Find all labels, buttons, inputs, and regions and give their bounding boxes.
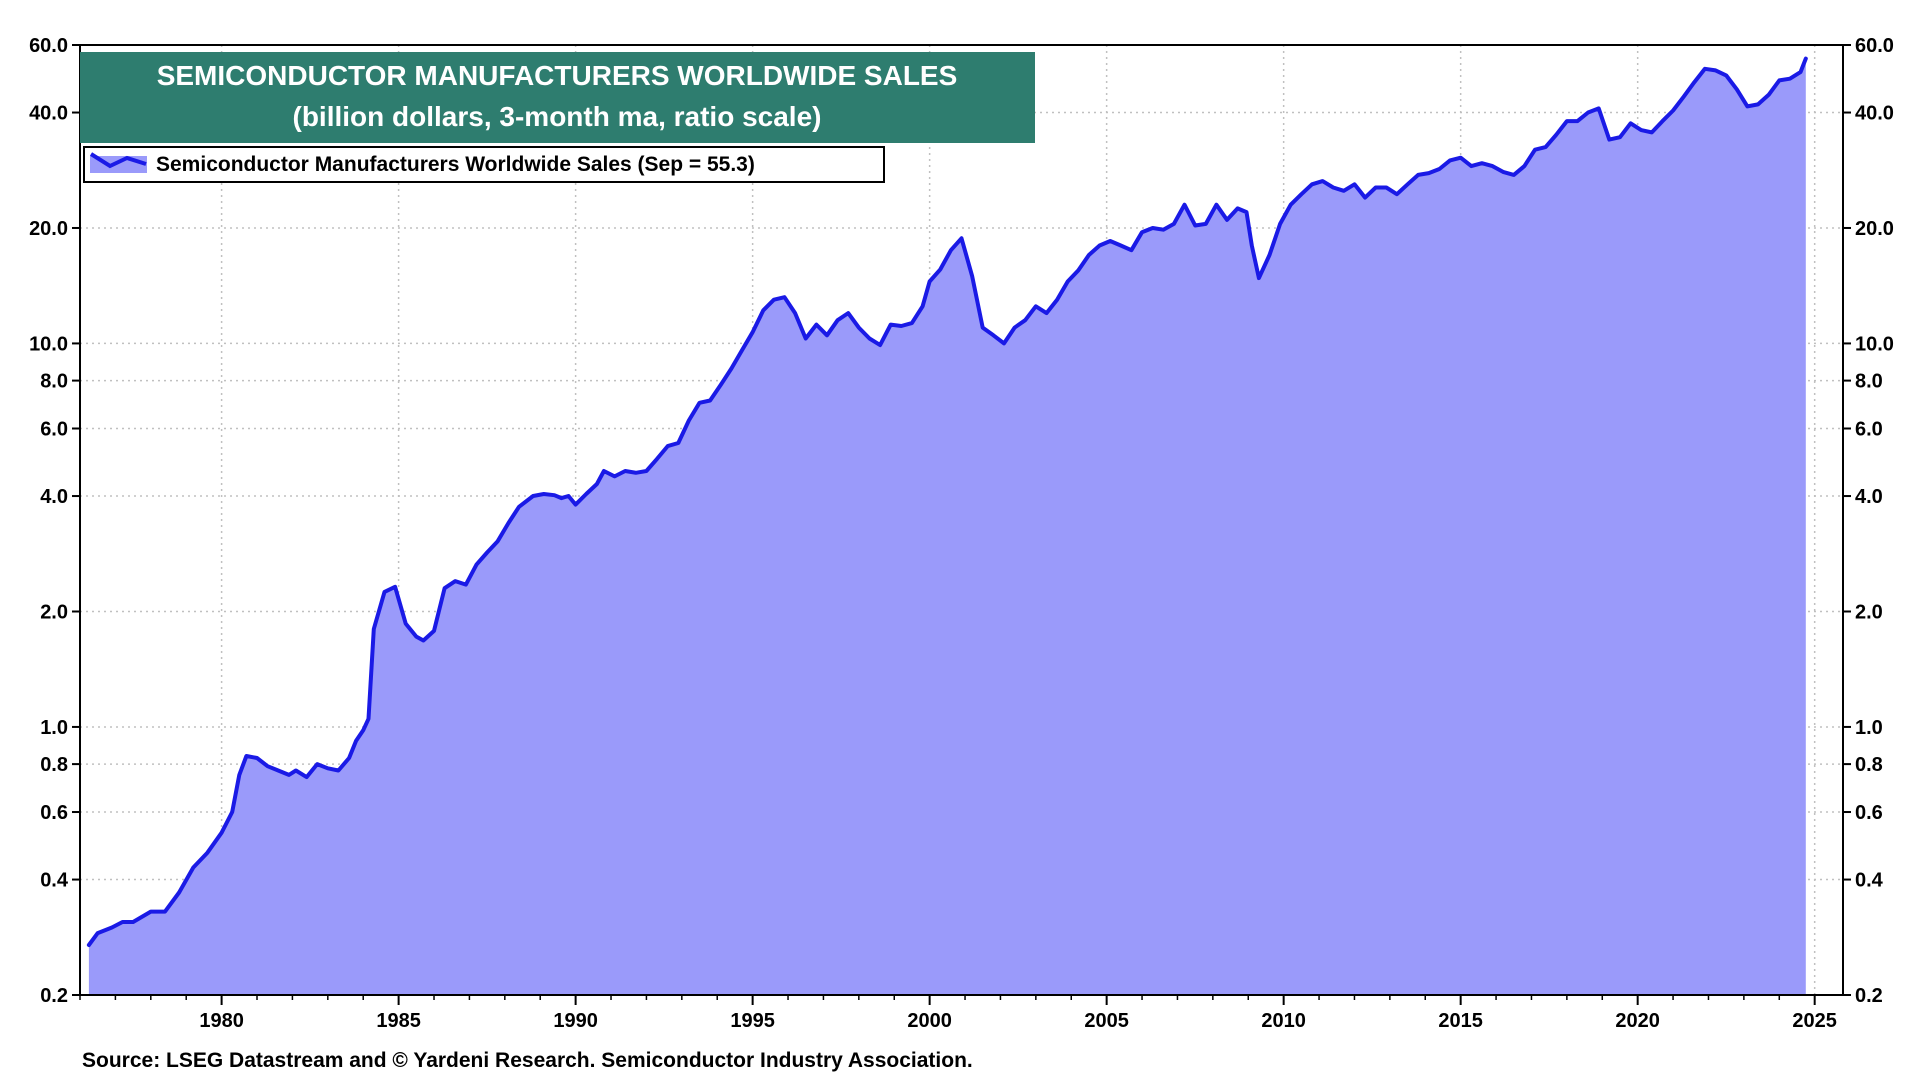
y-axis-right: 0.2 0.4 0.6 0.8 1.0 2.0 4.0 6.0 8.0 10.0 20.0 40.0 6… bbox=[1843, 35, 1894, 1007]
y-tick-label-right: 20.0 bbox=[1855, 218, 1894, 240]
line-layer bbox=[86, 56, 1808, 947]
x-tick-label: 1995 bbox=[730, 1010, 775, 1032]
legend-entry: Semiconductor Manufacturers Worldwide Sa… bbox=[156, 153, 755, 176]
chart-subtitle: (billion dollars, 3-month ma, ratio scal… bbox=[293, 101, 822, 132]
y-tick-label-left: 1.0 bbox=[40, 717, 68, 739]
title-box: SEMICONDUCTOR MANUFACTURERS WORLDWIDE SA… bbox=[80, 52, 1035, 143]
y-tick-label-left: 60.0 bbox=[29, 35, 68, 57]
x-tick-label: 2015 bbox=[1438, 1010, 1483, 1032]
series-area-semiconductor-sales bbox=[88, 58, 1806, 996]
y-tick-label-left: 40.0 bbox=[29, 103, 68, 125]
y-tick-label-right: 4.0 bbox=[1855, 486, 1883, 508]
y-tick-label-right: 0.8 bbox=[1855, 754, 1883, 776]
y-tick-label-right: 8.0 bbox=[1855, 371, 1883, 393]
y-tick-label-left: 8.0 bbox=[40, 371, 68, 393]
y-tick-label-left: 0.6 bbox=[40, 802, 68, 824]
x-tick-label: 2000 bbox=[907, 1010, 952, 1032]
y-tick-label-left: 20.0 bbox=[29, 218, 68, 240]
y-tick-label-right: 6.0 bbox=[1855, 419, 1883, 441]
y-tick-label-right: 2.0 bbox=[1855, 601, 1883, 623]
y-tick-label-right: 0.6 bbox=[1855, 802, 1883, 824]
x-tick-label: 1980 bbox=[199, 1010, 244, 1032]
plot-frame bbox=[79, 44, 1844, 996]
y-tick-label-left: 2.0 bbox=[40, 601, 68, 623]
x-axis: 1980 1985 1990 1995 2000 2005 2010 2015 2020 2025 bbox=[79, 995, 1837, 1032]
x-tick-label: 2025 bbox=[1792, 1010, 1837, 1032]
y-tick-label-left: 0.8 bbox=[40, 754, 68, 776]
y-tick-label-right: 10.0 bbox=[1855, 333, 1894, 355]
area-layer bbox=[88, 58, 1806, 996]
x-tick-label: 1990 bbox=[553, 1010, 598, 1032]
series-line-semiconductor-sales bbox=[86, 56, 1808, 947]
source-note: Source: LSEG Datastream and © Yardeni Re… bbox=[82, 1049, 973, 1072]
y-tick-label-right: 0.4 bbox=[1855, 870, 1884, 892]
legend: Semiconductor Manufacturers Worldwide Sa… bbox=[83, 146, 885, 183]
y-tick-label-left: 10.0 bbox=[29, 333, 68, 355]
y-tick-label-right: 1.0 bbox=[1855, 717, 1883, 739]
x-tick-label: 2010 bbox=[1261, 1010, 1306, 1032]
legend-line-icon bbox=[89, 152, 147, 169]
y-tick-label-right: 40.0 bbox=[1855, 103, 1894, 125]
y-tick-label-right: 0.2 bbox=[1855, 985, 1883, 1007]
y-tick-label-left: 0.2 bbox=[40, 985, 68, 1007]
x-tick-label: 2020 bbox=[1615, 1010, 1660, 1032]
y-tick-label-left: 4.0 bbox=[40, 486, 68, 508]
x-tick-label: 2005 bbox=[1084, 1010, 1129, 1032]
title-background bbox=[80, 52, 1035, 143]
x-tick-label: 1985 bbox=[376, 1010, 421, 1032]
y-tick-label-left: 6.0 bbox=[40, 419, 68, 441]
legend-frame bbox=[83, 146, 885, 183]
y-axis-left: 0.2 0.4 0.6 0.8 1.0 2.0 4.0 6.0 8.0 10.0 20.0 40.0 6… bbox=[29, 35, 80, 1007]
y-tick-label-left: 0.4 bbox=[40, 870, 69, 892]
y-tick-label-right: 60.0 bbox=[1855, 35, 1894, 57]
chart-title: SEMICONDUCTOR MANUFACTURERS WORLDWIDE SA… bbox=[157, 60, 958, 91]
